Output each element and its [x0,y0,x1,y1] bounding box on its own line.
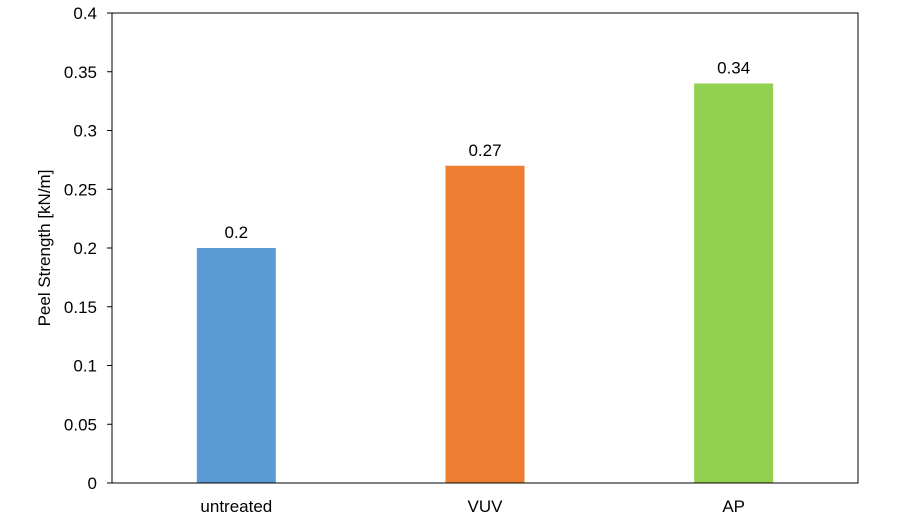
data-label: 0.2 [225,223,249,242]
data-label: 0.27 [468,141,501,160]
y-tick-label: 0 [88,474,97,493]
y-tick-label: 0.1 [73,357,97,376]
y-axis-label: Peel Strength [kN/m] [35,170,54,327]
y-tick-label: 0.15 [64,298,97,317]
x-tick-label: VUV [468,497,504,516]
data-label: 0.34 [717,59,750,78]
y-tick-label: 0.2 [73,239,97,258]
bar-ap [694,83,774,483]
x-tick-label: untreated [200,497,272,516]
y-tick-label: 0.05 [64,415,97,434]
y-tick-label: 0.25 [64,180,97,199]
y-tick-label: 0.4 [73,4,97,23]
bar-vuv [445,165,525,483]
bar-untreated [196,248,276,483]
y-tick-label: 0.3 [73,122,97,141]
x-tick-label: AP [722,497,745,516]
y-tick-label: 0.35 [64,63,97,82]
